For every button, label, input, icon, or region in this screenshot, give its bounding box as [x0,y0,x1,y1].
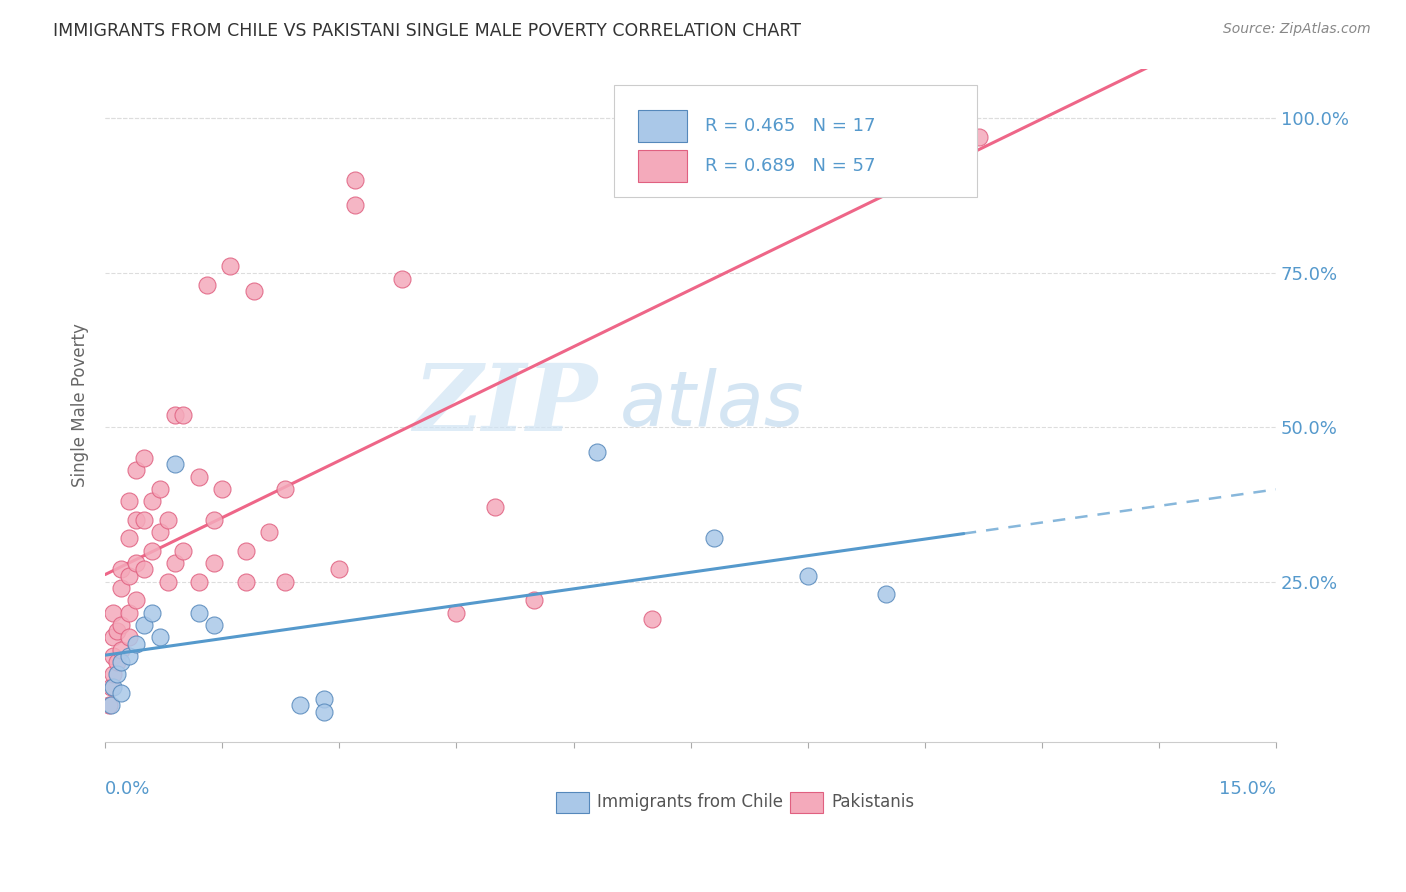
Point [343,173,366,187]
Point [204,513,226,527]
Point [156,513,179,527]
Point [290,698,312,713]
Point [110,655,132,669]
Point [875,587,897,601]
Point [274,482,297,496]
Point [586,445,609,459]
Text: R = 0.465   N = 17: R = 0.465 N = 17 [704,117,875,135]
Point [328,562,350,576]
Point [101,667,124,681]
Point [640,612,662,626]
Point [101,606,124,620]
Point [523,593,546,607]
Point [125,636,148,650]
Point [134,562,156,576]
Bar [638,150,688,182]
Point [204,618,226,632]
Point [134,618,156,632]
Point [195,277,218,292]
Point [156,574,179,589]
Point [172,543,194,558]
Text: Immigrants from Chile: Immigrants from Chile [598,793,783,811]
Point [257,525,280,540]
Point [235,574,257,589]
Text: Pakistanis: Pakistanis [831,793,914,811]
Point [125,556,148,570]
Point [117,606,139,620]
Bar [638,110,688,142]
Point [187,606,209,620]
Point [391,271,413,285]
Point [141,606,163,620]
Point [110,618,132,632]
Point [703,532,725,546]
Point [969,129,991,144]
Point [312,705,335,719]
Point [773,111,796,125]
Point [117,568,139,582]
Point [343,197,366,211]
Text: 15.0%: 15.0% [1219,780,1277,797]
Point [211,482,233,496]
Point [105,655,128,669]
Point [484,500,506,515]
Point [165,556,187,570]
Point [204,556,226,570]
Text: IMMIGRANTS FROM CHILE VS PAKISTANI SINGLE MALE POVERTY CORRELATION CHART: IMMIGRANTS FROM CHILE VS PAKISTANI SINGL… [53,22,801,40]
Point [125,593,148,607]
Point [110,562,132,576]
Point [165,408,187,422]
Point [110,642,132,657]
FancyBboxPatch shape [614,86,977,196]
Point [242,284,264,298]
Point [134,450,156,465]
Point [149,525,172,540]
Text: atlas: atlas [620,368,804,442]
Point [125,463,148,477]
Point [101,680,124,694]
Y-axis label: Single Male Poverty: Single Male Poverty [72,324,89,487]
Point [446,606,468,620]
Point [187,469,209,483]
Point [796,568,818,582]
Point [101,648,124,663]
Point [117,532,139,546]
Point [235,543,257,558]
Point [98,698,121,713]
Point [117,494,139,508]
Point [149,631,172,645]
Point [117,648,139,663]
Point [110,686,132,700]
Point [172,408,194,422]
Text: R = 0.689   N = 57: R = 0.689 N = 57 [704,157,875,175]
Point [105,624,128,639]
Point [125,513,148,527]
Point [219,260,242,274]
Point [312,692,335,706]
Bar [790,791,823,814]
Point [105,667,128,681]
Point [100,680,122,694]
Text: Source: ZipAtlas.com: Source: ZipAtlas.com [1223,22,1371,37]
Point [110,581,132,595]
Point [149,482,172,496]
Point [274,574,297,589]
Bar [555,791,589,814]
Point [718,136,741,150]
Point [141,543,163,558]
Point [187,574,209,589]
Text: ZIP: ZIP [413,360,598,450]
Point [117,631,139,645]
Point [101,631,124,645]
Point [134,513,156,527]
Text: 0.0%: 0.0% [105,780,150,797]
Point [141,494,163,508]
Point [165,457,187,471]
Point [100,698,122,713]
